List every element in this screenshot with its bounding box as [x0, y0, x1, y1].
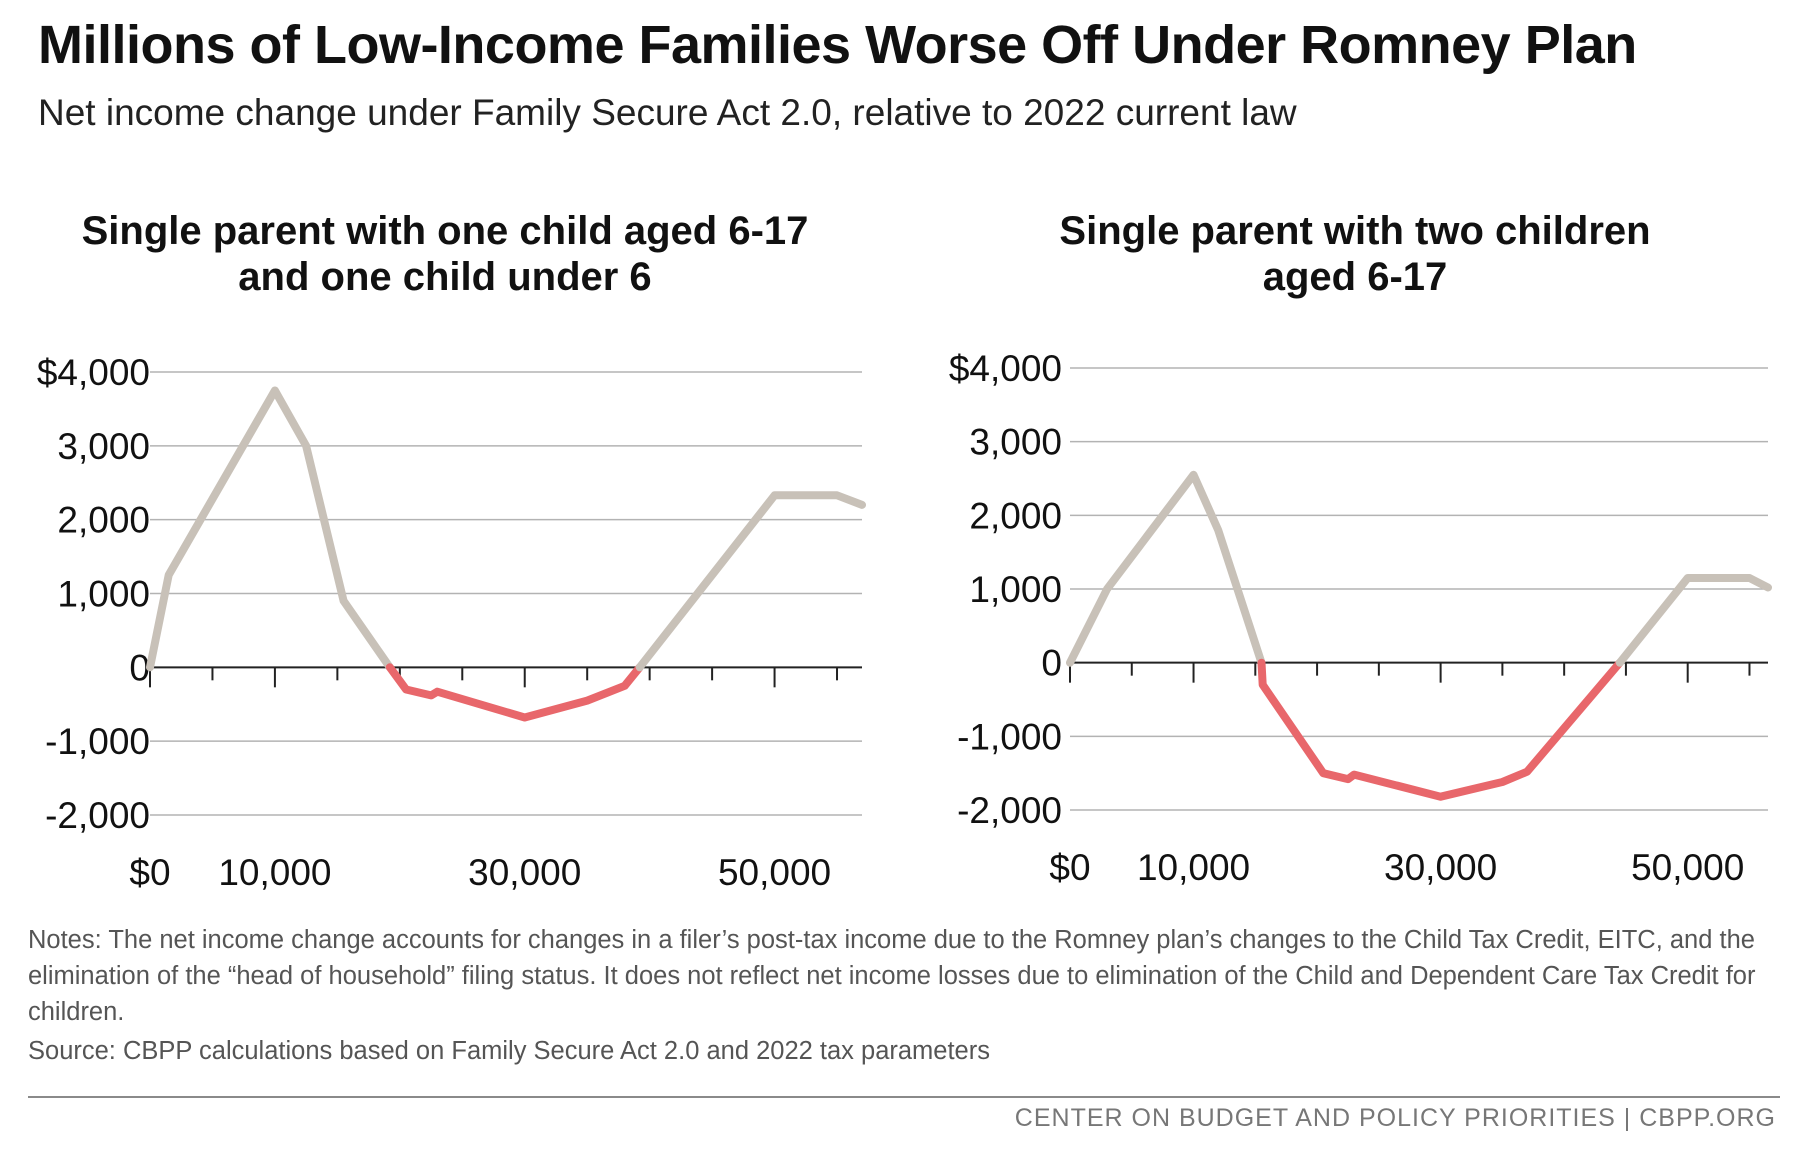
footer-divider [28, 1096, 1780, 1098]
chart-2-title-line-1: Single parent with two children [1059, 209, 1651, 253]
chart-1-y-tick-label-4000: $4,000 [37, 352, 150, 393]
chart-1-plot: $4,000 3,000 2,000 1,000 0 -1,000 -2,000 $0 10,0… [37, 352, 866, 893]
chart-1-series-loss-segment-2 [385, 663, 644, 722]
chart-2-title: Single parent with two children aged 6-1… [935, 208, 1775, 300]
chart-1-title-line-1: Single parent with one child aged 6-17 [81, 209, 809, 253]
chart-1-title-line-2: and one child under 6 [238, 255, 652, 299]
notes-text: Notes: The net income change accounts fo… [28, 926, 1756, 1026]
chart-1-y-tick-label-1000: 1,000 [57, 574, 150, 615]
chart-1-y-tick-label-neg1000: -1,000 [45, 721, 150, 762]
chart-1-y-tick-label-2000: 2,000 [57, 500, 150, 541]
source-text: Source: CBPP calculations based on Famil… [28, 1037, 990, 1065]
chart-2-y-tick-label-0: 0 [1041, 643, 1062, 684]
chart-1-x-tick-label-10000: 10,000 [218, 852, 331, 893]
chart-2-series-gain-segment-1 [1066, 470, 1266, 667]
chart-1-x-tick-label-50000: 50,000 [718, 852, 831, 893]
chart-2-plot: $4,000 3,000 2,000 1,000 0 -1,000 -2,000 $0 10,0… [949, 348, 1772, 888]
chart-1-y-tick-label-0: 0 [129, 647, 150, 688]
chart-2-x-tick-label-30000: 30,000 [1384, 847, 1497, 888]
chart-1-x-tick-label-30000: 30,000 [468, 852, 581, 893]
page-subtitle: Net income change under Family Secure Ac… [38, 92, 1297, 133]
chart-1-title: Single parent with one child aged 6-17 a… [25, 208, 865, 300]
chart-1-y-tick-label-3000: 3,000 [57, 426, 150, 467]
chart-1-x-tick-label-0: $0 [129, 852, 170, 893]
chart-2-y-tick-label-2000: 2,000 [969, 495, 1062, 536]
chart-2-x-tick-label-50000: 50,000 [1631, 847, 1744, 888]
chart-2-y-tick-label-neg1000: -1,000 [957, 716, 1062, 757]
chart-2-series-gain-segment-3 [1615, 574, 1772, 667]
chart-2-y-tick-label-4000: $4,000 [949, 348, 1062, 389]
chart-1-series-gain-segment-1 [146, 386, 394, 672]
chart-2-title-line-2: aged 6-17 [1262, 255, 1448, 299]
chart-1-y-tick-label-neg2000: -2,000 [45, 795, 150, 836]
chart-2-y-tick-label-neg2000: -2,000 [957, 790, 1062, 831]
page-title: Millions of Low-Income Families Worse Of… [38, 15, 1637, 75]
footer-credit: CENTER ON BUDGET AND POLICY PRIORITIES |… [1014, 1104, 1776, 1132]
chart-2-series-loss-segment-2 [1257, 658, 1624, 801]
chart-2-y-tick-label-3000: 3,000 [969, 422, 1062, 463]
chart-2-y-tick-label-1000: 1,000 [969, 569, 1062, 610]
chart-2-x-tick-label-0: $0 [1049, 847, 1090, 888]
chart-2-x-tick-label-10000: 10,000 [1137, 847, 1250, 888]
charts-canvas: $4,000 3,000 2,000 1,000 0 -1,000 -2,000 $0 10,0… [37, 348, 1772, 893]
chart-1-series-gain-segment-3 [635, 491, 866, 672]
